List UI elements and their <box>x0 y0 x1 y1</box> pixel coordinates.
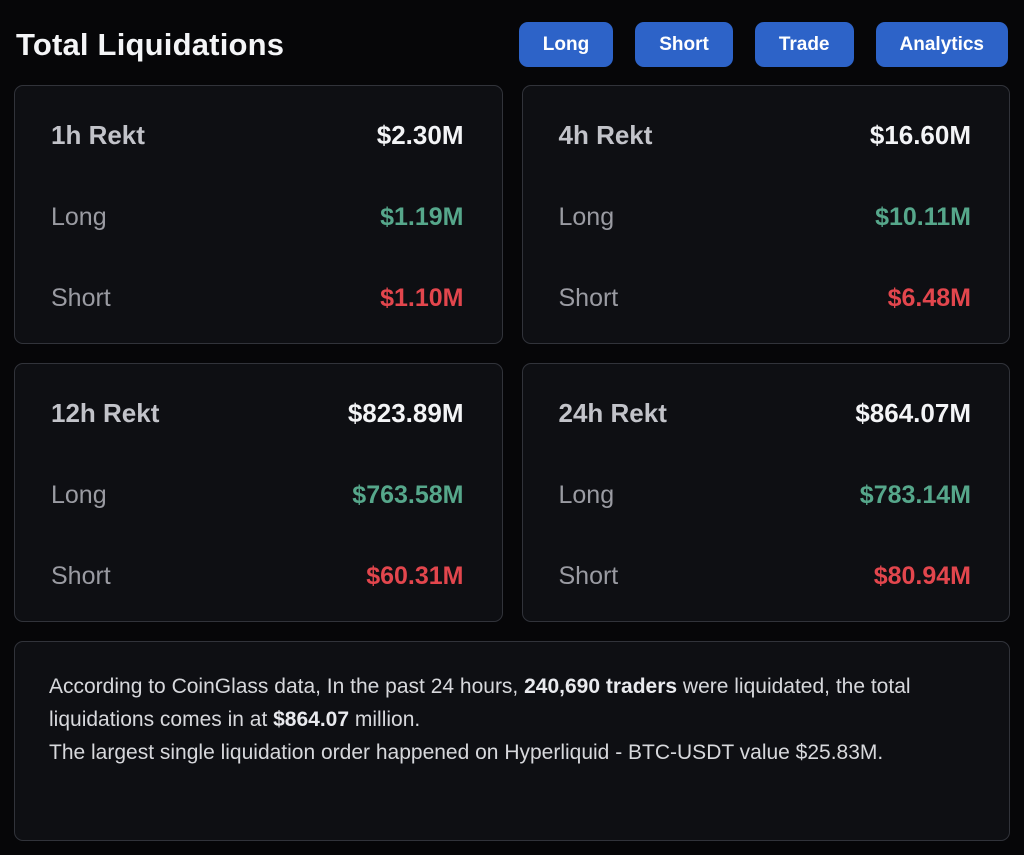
summary-card: According to CoinGlass data, In the past… <box>14 641 1010 841</box>
long-label: Long <box>51 481 107 509</box>
analytics-button[interactable]: Analytics <box>875 22 1008 67</box>
long-label: Long <box>51 203 107 231</box>
stat-card-1h: 1h Rekt $2.30M Long $1.19M Short $1.10M <box>14 85 503 344</box>
page-header: Total Liquidations Long Short Trade Anal… <box>14 14 1010 85</box>
stat-row-total: 4h Rekt $16.60M <box>559 120 972 151</box>
summary-text: According to CoinGlass data, In the past… <box>49 670 975 770</box>
total-value: $823.89M <box>347 398 464 428</box>
stat-row-short: Short $80.94M <box>559 562 972 591</box>
stat-row-long: Long $10.11M <box>559 203 972 232</box>
page-title: Total Liquidations <box>16 26 285 62</box>
header-button-row: Long Short Trade Analytics <box>518 22 1008 67</box>
stat-card-4h: 4h Rekt $16.60M Long $10.11M Short $6.48… <box>521 85 1010 344</box>
period-label: 4h Rekt <box>558 120 653 150</box>
summary-traders-count: 240,690 traders <box>524 675 678 698</box>
stat-row-total: 1h Rekt $2.30M <box>51 120 464 151</box>
period-label: 1h Rekt <box>51 120 145 150</box>
long-button[interactable]: Long <box>518 22 614 67</box>
summary-line1-segment: According to CoinGlass data, In the past… <box>49 675 525 698</box>
short-value: $6.48M <box>887 284 971 312</box>
short-value: $80.94M <box>873 562 971 590</box>
short-label: Short <box>51 284 111 312</box>
long-value: $763.58M <box>352 481 464 509</box>
period-label: 12h Rekt <box>51 398 160 428</box>
long-value: $10.11M <box>875 203 971 231</box>
stat-row-long: Long $763.58M <box>51 481 464 510</box>
total-value: $16.60M <box>869 120 971 150</box>
short-label: Short <box>51 562 111 590</box>
summary-line2-segment: The largest single liquidation order hap… <box>49 741 884 765</box>
total-value: $2.30M <box>376 120 464 150</box>
stat-row-total: 12h Rekt $823.89M <box>51 398 464 429</box>
stat-row-long: Long $783.14M <box>559 481 972 510</box>
long-label: Long <box>558 203 615 231</box>
short-value: $60.31M <box>366 562 464 590</box>
long-value: $1.19M <box>380 203 464 231</box>
stat-row-short: Short $60.31M <box>51 562 464 591</box>
summary-line1-segment: were liquidated, the total liquidations … <box>49 675 911 732</box>
long-label: Long <box>558 481 615 509</box>
trade-button[interactable]: Trade <box>754 22 854 67</box>
short-button[interactable]: Short <box>635 22 733 67</box>
summary-line1-segment: million. <box>349 708 421 732</box>
short-label: Short <box>558 562 619 590</box>
short-value: $1.10M <box>380 284 464 312</box>
period-label: 24h Rekt <box>558 398 667 428</box>
stat-cards-grid: 1h Rekt $2.30M Long $1.19M Short $1.10M … <box>14 85 1010 622</box>
stat-row-total: 24h Rekt $864.07M <box>559 398 972 429</box>
stat-row-short: Short $6.48M <box>559 284 972 313</box>
stat-card-24h: 24h Rekt $864.07M Long $783.14M Short $8… <box>521 363 1010 622</box>
long-value: $783.14M <box>859 481 971 509</box>
short-label: Short <box>558 284 619 312</box>
stat-card-12h: 12h Rekt $823.89M Long $763.58M Short $6… <box>14 363 503 622</box>
total-value: $864.07M <box>855 398 971 428</box>
stat-row-long: Long $1.19M <box>51 203 464 232</box>
stat-row-short: Short $1.10M <box>51 284 464 313</box>
summary-total-amount: $864.07 <box>273 708 350 732</box>
